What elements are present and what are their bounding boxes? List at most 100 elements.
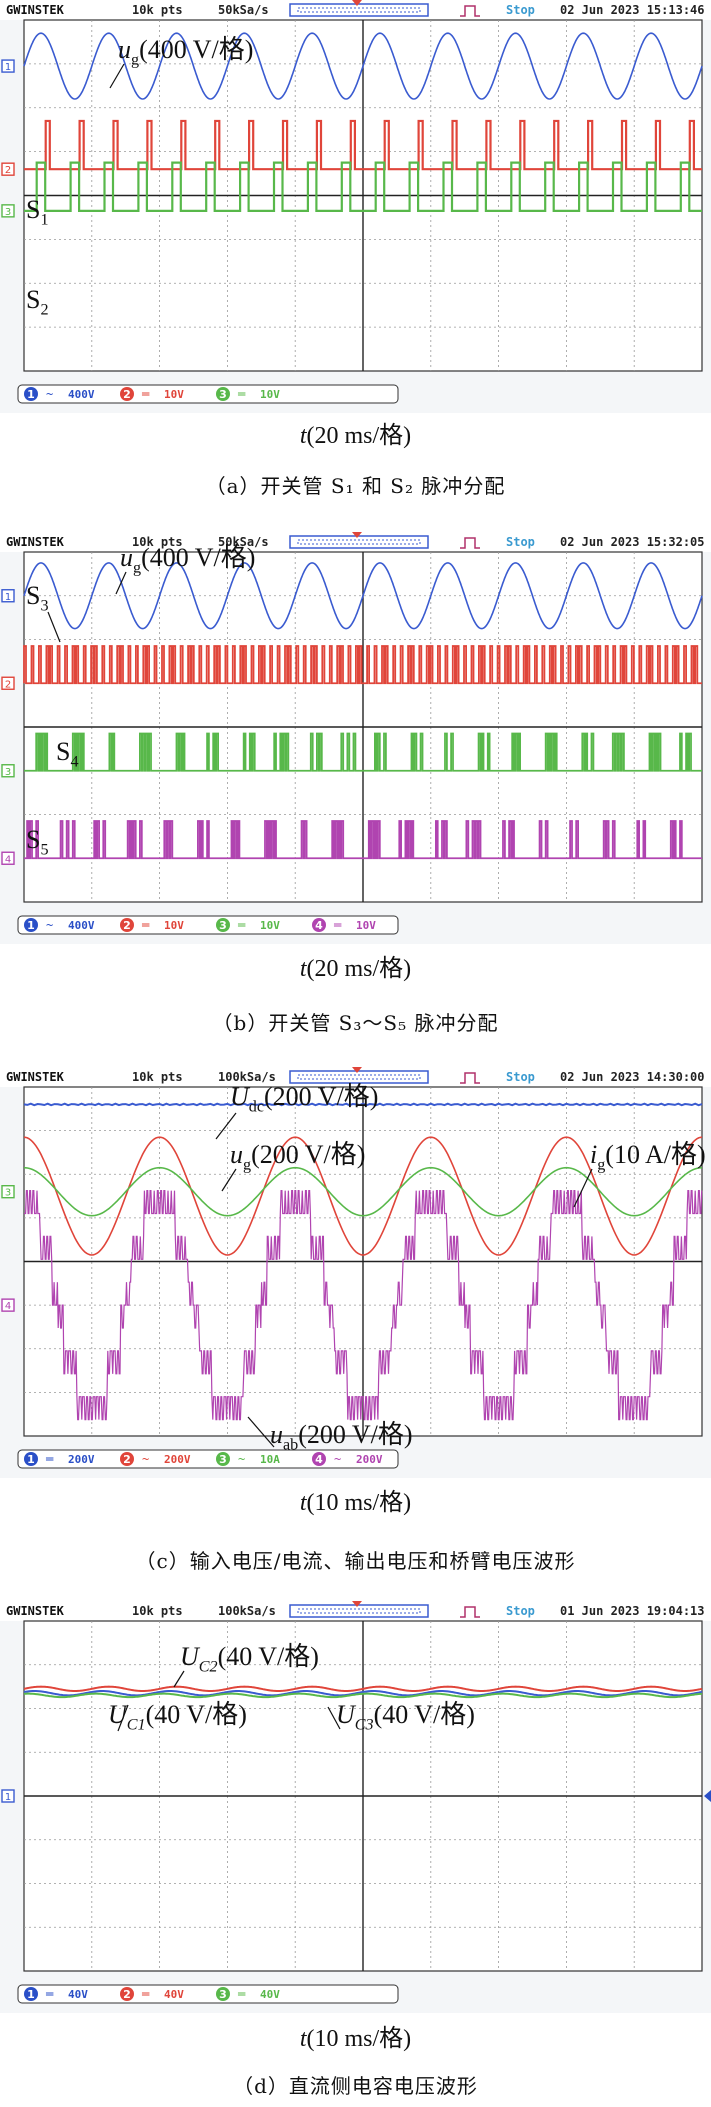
annotation-leader — [221, 1168, 237, 1192]
scope-screen-d: GWINSTEK 10k pts 100kSa/s Stop 01 Jun 2023 1… — [0, 1601, 711, 2013]
scope-svg-a: GWINSTEK 10k pts 50kSa/s Stop 02 Jun 2023 15… — [0, 0, 711, 413]
record-length: 10k pts — [132, 1604, 183, 1618]
coupling-icon: ~ — [334, 1452, 341, 1466]
annotation-leader — [573, 1168, 593, 1208]
channel-marker-2[interactable] — [1, 676, 15, 690]
annotation-u-ab-subscript: ab — [283, 1437, 298, 1454]
channel-marker-label: 3 — [5, 1188, 11, 1199]
annotation-u-c3-symbol: U — [336, 1700, 357, 1729]
annotation-leader — [117, 1704, 129, 1732]
coupling-icon: ~ — [142, 1452, 149, 1466]
channel-status-bar — [17, 1449, 399, 1469]
annotation-leader — [327, 1706, 341, 1730]
x-axis-symbol: t — [299, 956, 307, 982]
annotation-s-1-subscript: 1 — [40, 212, 48, 229]
brand-logo: GWINSTEK — [6, 535, 65, 549]
channel-number: 3 — [219, 1988, 227, 2001]
annotation-u-g-scale: (200 V/格) — [251, 1140, 365, 1169]
run-state: Stop — [506, 1070, 535, 1084]
trigger-position-icon — [352, 0, 362, 6]
scope-svg-b: GWINSTEK 10k pts 50kSa/s Stop 02 Jun 2023 15… — [0, 532, 711, 944]
series-s2 — [24, 161, 702, 212]
channel-marker-4[interactable] — [1, 1298, 15, 1312]
annotation-s-5-symbol: S — [26, 825, 40, 854]
annotation-u-c1-scale: (40 V/格) — [146, 1700, 247, 1729]
annotation-u-g-scale: (400 V/格) — [139, 35, 253, 64]
x-axis-unit: (20 ms/格) — [306, 956, 412, 982]
channel-1-badge — [24, 387, 38, 401]
annotation-s-4: S4 — [56, 737, 79, 771]
annotation-u-c1-symbol: U — [108, 1700, 129, 1729]
annotation-u-c2-subscript: C2 — [199, 1659, 218, 1676]
channel-marker-3[interactable] — [1, 1184, 15, 1199]
trigger-edge-icon — [460, 1606, 480, 1618]
memory-bar — [289, 3, 429, 17]
sample-rate: 100kSa/s — [218, 1604, 276, 1618]
x-axis-label-d: t(10 ms/格) — [0, 2018, 711, 2053]
channel-scale: 200V — [164, 1453, 191, 1466]
annotation-i-g-subscript: g — [597, 1157, 605, 1174]
channel-marker-2[interactable] — [1, 162, 15, 176]
annotation-i-g-scale: (10 A/格) — [605, 1140, 705, 1169]
coupling-icon: ═ — [45, 1452, 54, 1466]
series-uab-200-v-trace — [24, 1190, 703, 1421]
scope-svg-c: GWINSTEK 10k pts 100kSa/s Stop 02 Jun 2023 1… — [0, 1067, 711, 1478]
channel-number: 4 — [315, 1453, 323, 1466]
trigger-position-icon — [352, 532, 362, 538]
channel-number: 1 — [27, 1453, 35, 1466]
channel-scale: 400V — [68, 919, 95, 932]
coupling-icon: ~ — [46, 918, 53, 932]
channel-scale: 40V — [164, 1988, 184, 2001]
channel-status-bar — [17, 915, 399, 935]
channel-number: 1 — [27, 388, 35, 401]
coupling-icon: ═ — [141, 387, 150, 401]
x-axis-unit: (10 ms/格) — [306, 2026, 412, 2052]
channel-scale: 10V — [356, 919, 376, 932]
channel-3-badge — [216, 1987, 230, 2001]
annotation-i-g-symbol: i — [590, 1140, 597, 1169]
annotation-leader — [109, 63, 125, 89]
memory-bar — [289, 535, 429, 549]
channel-marker-label: 1 — [5, 592, 11, 603]
series-uc3-40-v — [24, 1692, 703, 1699]
brand-logo: GWINSTEK — [6, 1604, 65, 1618]
series-s3 — [23, 645, 702, 685]
annotation-u-ab-scale: (200 V/格) — [298, 1420, 412, 1449]
scope-svg-d: GWINSTEK 10k pts 100kSa/s Stop 01 Jun 2023 1… — [0, 1601, 711, 2013]
channel-2-badge — [120, 918, 134, 932]
coupling-icon: ═ — [45, 1987, 54, 2001]
channel-number: 3 — [219, 388, 227, 401]
sample-rate: 100kSa/s — [218, 1070, 276, 1084]
coupling-icon: ═ — [237, 1987, 246, 2001]
channel-marker-3[interactable] — [1, 764, 15, 778]
x-axis-unit: (20 ms/格) — [306, 423, 412, 449]
x-axis-label-b: t(20 ms/格) — [0, 948, 711, 983]
series-udc-200-v — [23, 1102, 703, 1107]
coupling-icon: ~ — [46, 387, 53, 401]
series-uab-200-v — [24, 1190, 703, 1421]
memory-window — [297, 539, 421, 545]
channel-scale: 200V — [356, 1453, 383, 1466]
series-ig-10-a — [23, 1166, 703, 1217]
memory-window — [297, 7, 421, 13]
channel-status-bar — [17, 1984, 399, 2004]
channel-marker-4[interactable] — [1, 851, 15, 865]
channel-scale: 10V — [164, 388, 184, 401]
memory-window — [297, 1608, 421, 1614]
annotation-u-c2: UC2(40 V/格) — [180, 1642, 319, 1676]
channel-marker-3[interactable] — [1, 204, 15, 218]
annotation-s-2: S2 — [26, 285, 49, 319]
channel-number: 3 — [219, 1453, 227, 1466]
channel-scale: 10V — [260, 388, 280, 401]
annotation-s-4-symbol: S — [56, 737, 70, 766]
channel-4-badge — [312, 1452, 326, 1466]
annotation-s-1-symbol: S — [26, 195, 40, 224]
series-s4 — [24, 732, 702, 772]
annotation-s-2-subscript: 2 — [40, 302, 48, 319]
channel-marker-1[interactable] — [1, 1789, 15, 1803]
scope-screen-b: GWINSTEK 10k pts 50kSa/s Stop 02 Jun 2023 15… — [0, 532, 711, 944]
series-s1-trace — [24, 119, 702, 171]
channel-marker-1[interactable] — [1, 59, 15, 73]
channel-marker-1[interactable] — [1, 589, 15, 603]
annotation-u-dc-scale: (200 V/格) — [264, 1082, 378, 1111]
